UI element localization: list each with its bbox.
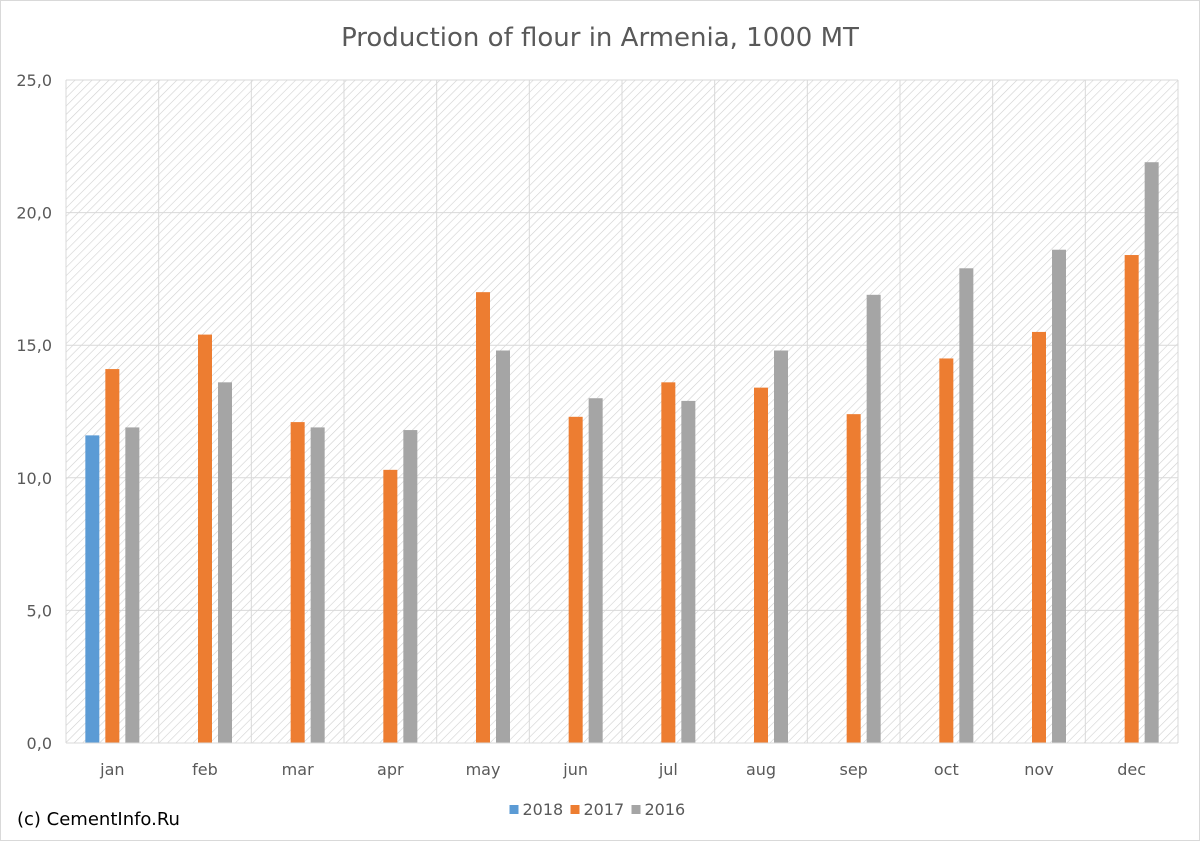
x-tick-label-dec: dec: [1117, 760, 1146, 779]
y-tick-label: 25,0: [16, 71, 52, 90]
bar-2016-dec: [1144, 162, 1159, 743]
x-tick-label-oct: oct: [934, 760, 959, 779]
legend-label-2016: 2016: [645, 800, 686, 819]
x-tick-label-feb: feb: [192, 760, 218, 779]
bar-2016-nov: [1052, 249, 1066, 743]
legend-label-2018: 2018: [523, 800, 564, 819]
chart-title: Production of flour in Armenia, 1000 MT: [341, 23, 859, 53]
y-tick-label: 5,0: [27, 601, 52, 620]
copyright-credit: (c) CementInfo.Ru: [17, 809, 180, 830]
plot-area: 0,0 5,0 10,0 15,0 20,0 25,0 jan feb mar apr may jun…: [16, 71, 1179, 819]
bar-2016-oct: [959, 268, 974, 743]
bar-2017-sep: [846, 414, 861, 743]
y-tick-label: 15,0: [16, 336, 52, 355]
bar-2016-sep: [866, 294, 881, 743]
legend: 2018 2017 2016: [509, 800, 686, 819]
x-tick-label-apr: apr: [377, 760, 404, 779]
bar-2017-feb: [198, 334, 212, 743]
bar-2017-dec: [1124, 255, 1139, 744]
bar-2016-jul: [681, 400, 696, 743]
bar-2016-mar: [310, 427, 325, 743]
x-tick-label-may: may: [466, 760, 501, 779]
legend-swatch-2018: [509, 805, 519, 814]
y-tick-label: 20,0: [16, 204, 52, 223]
bar-2017-jun: [568, 416, 583, 743]
bar-2016-aug: [774, 350, 788, 743]
x-tick-label-jul: jul: [658, 760, 678, 779]
bar-2017-oct: [939, 358, 954, 743]
y-tick-label: 10,0: [16, 469, 52, 488]
x-tick-label-aug: aug: [746, 760, 776, 779]
legend-swatch-2016: [631, 805, 641, 814]
y-tick-label: 0,0: [27, 734, 52, 753]
bar-2016-apr: [403, 430, 418, 743]
bar-2016-jan: [125, 427, 140, 743]
bar-2017-jul: [661, 382, 676, 743]
bar-2017-may: [476, 292, 490, 743]
bar-2017-jan: [105, 369, 120, 743]
bar-2018-jan: [85, 435, 100, 743]
bar-2016-may: [496, 350, 510, 743]
x-tick-label-sep: sep: [839, 760, 867, 779]
bar-2017-mar: [290, 422, 305, 743]
x-tick-label-mar: mar: [282, 760, 314, 779]
bar-2016-feb: [218, 382, 232, 743]
legend-label-2017: 2017: [584, 800, 625, 819]
bar-2017-nov: [1032, 331, 1046, 743]
x-tick-label-nov: nov: [1024, 760, 1053, 779]
x-tick-label-jan: jan: [99, 760, 124, 779]
legend-swatch-2017: [570, 805, 580, 814]
bar-2016-jun: [588, 398, 603, 743]
bar-2017-aug: [754, 387, 768, 743]
bar-2017-apr: [383, 469, 398, 743]
x-tick-label-jun: jun: [562, 760, 588, 779]
